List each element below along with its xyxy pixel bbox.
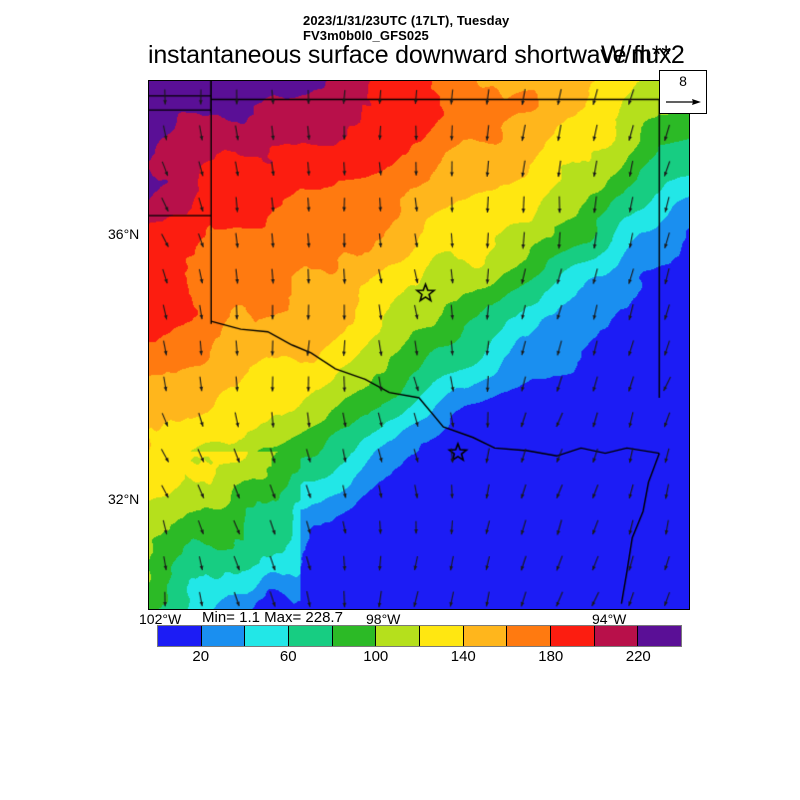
axis-label-lon-102: 102°W	[139, 611, 182, 627]
colorbar-band-6	[420, 626, 464, 646]
model-name-label: FV3m0b0l0_GFS025	[303, 28, 429, 43]
plot-title: instantaneous surface downward shortwave…	[148, 41, 672, 69]
colorbar-band-11	[638, 626, 682, 646]
units-label: W/m**2	[601, 41, 685, 69]
colorbar-tick-20: 20	[192, 648, 210, 665]
colorbar-band-7	[463, 626, 508, 646]
axis-label-lon-94: 94°W	[592, 611, 627, 627]
min-max-stats: Min= 1.1 Max= 228.7	[202, 609, 343, 626]
colorbar-tick-180: 180	[538, 648, 564, 665]
wind-key-value: 8	[679, 73, 687, 89]
colorbar-band-3	[289, 626, 333, 646]
colorbar-band-2	[245, 626, 290, 646]
colorbar-band-10	[594, 626, 639, 646]
axis-label-lat-32: 32°N	[108, 491, 140, 507]
timestamp-label: 2023/1/31/23UTC (17LT), Tuesday	[303, 13, 510, 28]
colorbar-band-9	[551, 626, 595, 646]
colorbar-band-5	[376, 626, 421, 646]
colorbar-tick-labels: 20 60 100 140 180 220	[157, 648, 682, 668]
colorbar-band-1	[201, 626, 246, 646]
wind-vector-overlay	[149, 81, 689, 609]
colorbar-band-0	[158, 626, 202, 646]
colorbar-band-4	[332, 626, 377, 646]
map-plot-area[interactable]	[148, 80, 690, 610]
axis-label-lon-98: 98°W	[366, 611, 401, 627]
colorbar-tick-60: 60	[279, 648, 297, 665]
colorbar-tick-220: 220	[625, 648, 651, 665]
wind-vector-legend: 8	[659, 70, 707, 114]
colorbar[interactable]	[157, 625, 682, 647]
colorbar-band-8	[507, 626, 552, 646]
axis-label-lat-36: 36°N	[108, 226, 140, 242]
colorbar-tick-140: 140	[450, 648, 476, 665]
colorbar-tick-100: 100	[363, 648, 389, 665]
wind-vector-arrow-icon	[666, 99, 701, 105]
